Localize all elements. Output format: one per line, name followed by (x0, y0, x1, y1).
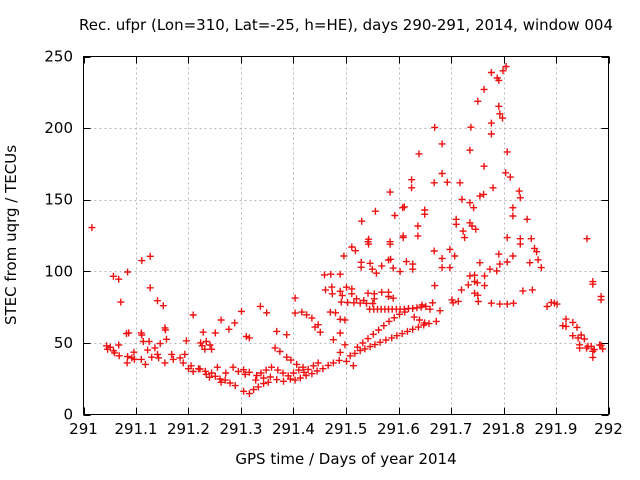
x-tick-label: 291.9 (535, 420, 578, 438)
y-axis-label: STEC from uqrg / TECUs (2, 145, 20, 325)
x-tick-label: 292 (594, 420, 623, 438)
grid-lines (84, 57, 608, 414)
x-tick-label: 291.3 (220, 420, 263, 438)
x-axis-label: GPS time / Days of year 2014 (235, 450, 456, 468)
x-tick-label: 291.5 (325, 420, 368, 438)
x-tick-label: 291.7 (430, 420, 473, 438)
plot-border (83, 56, 609, 415)
scatter-data-points (88, 63, 607, 398)
y-tick-label: 250 (44, 48, 73, 66)
x-tick-label: 291.1 (115, 420, 158, 438)
y-tick-label: 100 (44, 262, 73, 280)
y-tick-label: 50 (54, 334, 73, 352)
x-tick-label: 291.4 (272, 420, 315, 438)
x-tick-label: 291.6 (377, 420, 420, 438)
y-tick-label: 0 (63, 406, 73, 424)
y-tick-label: 200 (44, 119, 73, 137)
x-tick-label: 291.8 (482, 420, 525, 438)
chart-title: Rec. ufpr (Lon=310, Lat=-25, h=HE), days… (79, 16, 613, 34)
x-tick-label: 291 (69, 420, 98, 438)
y-tick-label: 150 (44, 191, 73, 209)
tick-labels: 291 291.1 291.2 291.3 291.4 291.5 291.6 291.7 29… (44, 48, 622, 439)
axis-ticks (83, 56, 610, 416)
x-tick-label: 291.2 (167, 420, 210, 438)
